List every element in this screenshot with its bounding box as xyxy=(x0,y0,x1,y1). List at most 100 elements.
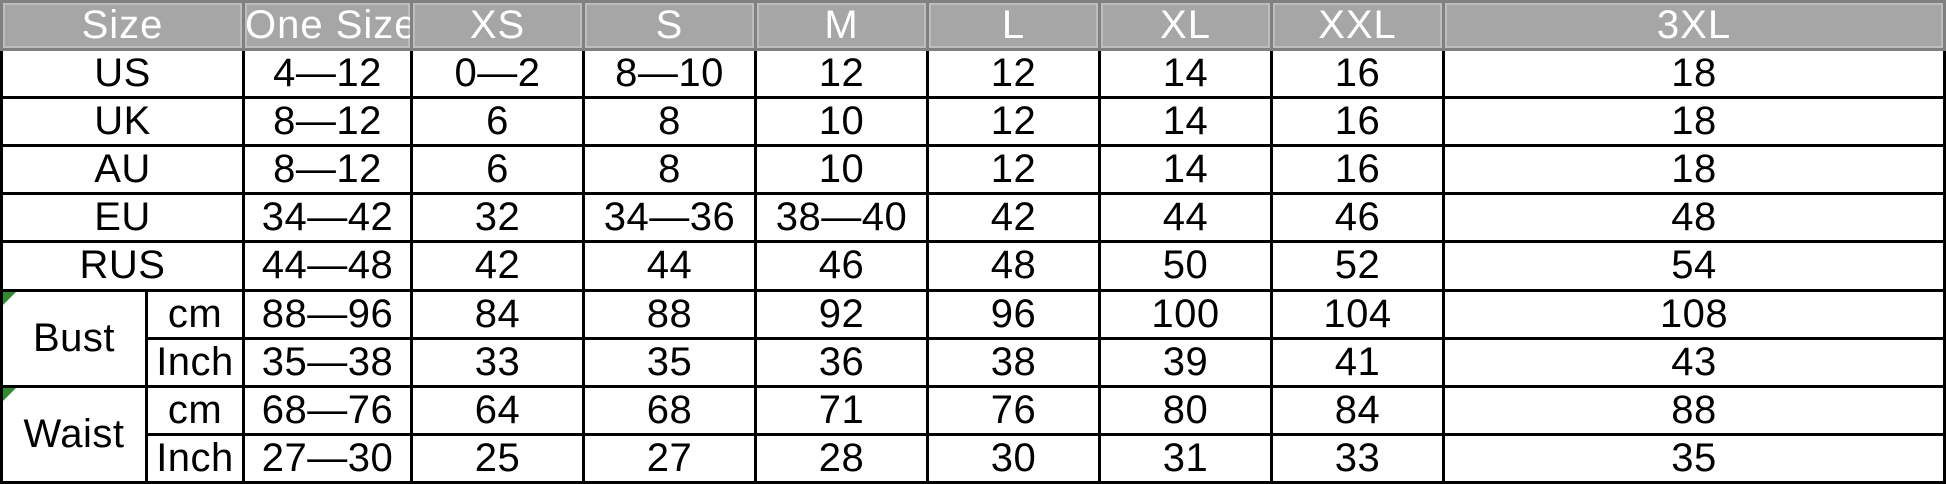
column-header-l: L xyxy=(926,0,1101,51)
cell-bust-inch-m: 36 xyxy=(754,336,929,388)
unit-label-bust-inch: Inch xyxy=(145,336,245,388)
cell-waist-cm-l: 76 xyxy=(926,384,1101,436)
cell-bust-inch-xs: 33 xyxy=(410,336,585,388)
table-row: Inch 35—38 33 35 36 38 39 41 43 xyxy=(2,336,1946,388)
cell-uk-xxl: 16 xyxy=(1270,96,1445,148)
cell-bust-cm-xl: 100 xyxy=(1098,288,1273,340)
table-row: RUS 44—48 42 44 46 48 50 52 54 xyxy=(0,240,1946,292)
cell-waist-inch-one-size: 27—30 xyxy=(242,432,413,484)
table-body: US 4—12 0—2 8—10 12 12 14 16 18 UK 8—12 … xyxy=(0,47,1946,484)
cell-au-one-size: 8—12 xyxy=(242,144,413,196)
column-header-xs: XS xyxy=(410,0,585,51)
cell-rus-xl: 50 xyxy=(1098,240,1273,292)
row-label-eu: EU xyxy=(0,192,245,244)
column-header-m: M xyxy=(754,0,929,51)
table-row: Waist cm 68—76 64 68 71 76 80 84 88 xyxy=(0,384,1946,484)
header-row: Size One Size XS S M L XL XXL 3XL xyxy=(0,0,1946,51)
column-header-xl: XL xyxy=(1098,0,1273,51)
cell-bust-cm-xxl: 104 xyxy=(1270,288,1445,340)
cell-rus-3xl: 54 xyxy=(1442,240,1946,292)
unit-label-waist-inch: Inch xyxy=(145,432,245,484)
table-row: US 4—12 0—2 8—10 12 12 14 16 18 xyxy=(0,47,1946,100)
cell-us-l: 12 xyxy=(926,47,1101,100)
cell-bust-cm-s: 88 xyxy=(582,288,757,340)
cell-au-xl: 14 xyxy=(1098,144,1273,196)
cell-rus-xs: 42 xyxy=(410,240,585,292)
cell-bust-inch-one-size: 35—38 xyxy=(242,336,413,388)
cell-us-xl: 14 xyxy=(1098,47,1273,100)
table-row: AU 8—12 6 8 10 12 14 16 18 xyxy=(0,144,1946,196)
cell-waist-inch-s: 27 xyxy=(582,432,757,484)
column-header-s: S xyxy=(582,0,757,51)
cell-waist-cm-one-size: 68—76 xyxy=(242,384,413,436)
cell-us-xs: 0—2 xyxy=(410,47,585,100)
row-label-bust-text: Bust xyxy=(32,315,116,360)
column-header-size: Size xyxy=(0,0,245,51)
table-row: UK 8—12 6 8 10 12 14 16 18 xyxy=(0,96,1946,148)
comment-flag-icon xyxy=(4,293,16,305)
cell-au-3xl: 18 xyxy=(1442,144,1946,196)
cell-uk-m: 10 xyxy=(754,96,929,148)
unit-label-bust-cm: cm xyxy=(145,288,245,340)
table-row: EU 34—42 32 34—36 38—40 42 44 46 48 xyxy=(0,192,1946,244)
row-label-rus: RUS xyxy=(0,240,245,292)
comment-flag-icon xyxy=(4,389,16,401)
cell-bust-inch-l: 38 xyxy=(926,336,1101,388)
cell-waist-cm-m: 71 xyxy=(754,384,929,436)
cell-waist-inch-xxl: 33 xyxy=(1270,432,1445,484)
table-row: Inch 27—30 25 27 28 30 31 33 35 xyxy=(2,432,1946,484)
cell-waist-cm-xxl: 84 xyxy=(1270,384,1445,436)
row-label-waist-text: Waist xyxy=(23,411,125,456)
cell-waist-cm-s: 68 xyxy=(582,384,757,436)
cell-rus-l: 48 xyxy=(926,240,1101,292)
cell-waist-inch-m: 28 xyxy=(754,432,929,484)
cell-uk-xl: 14 xyxy=(1098,96,1273,148)
cell-waist-inch-l: 30 xyxy=(926,432,1101,484)
cell-us-s: 8—10 xyxy=(582,47,757,100)
cell-uk-3xl: 18 xyxy=(1442,96,1946,148)
cell-bust-inch-xxl: 41 xyxy=(1270,336,1445,388)
table-row: Bust cm 88—96 84 88 92 96 100 104 108 xyxy=(0,288,1946,388)
column-header-xxl: XXL xyxy=(1270,0,1445,51)
cell-eu-xl: 44 xyxy=(1098,192,1273,244)
cell-bust-cm-l: 96 xyxy=(926,288,1101,340)
cell-us-3xl: 18 xyxy=(1442,47,1946,100)
column-header-one-size: One Size xyxy=(242,0,413,51)
cell-bust-inch-xl: 39 xyxy=(1098,336,1273,388)
cell-rus-m: 46 xyxy=(754,240,929,292)
cell-eu-l: 42 xyxy=(926,192,1101,244)
cell-waist-cm-xl: 80 xyxy=(1098,384,1273,436)
cell-waist-inch-xl: 31 xyxy=(1098,432,1273,484)
cell-waist-inch-3xl: 35 xyxy=(1442,432,1946,484)
cell-uk-xs: 6 xyxy=(410,96,585,148)
cell-bust-cm-3xl: 108 xyxy=(1442,288,1946,340)
cell-bust-cm-xs: 84 xyxy=(410,288,585,340)
cell-us-m: 12 xyxy=(754,47,929,100)
cell-eu-xs: 32 xyxy=(410,192,585,244)
cell-bust-cm-m: 92 xyxy=(754,288,929,340)
cell-rus-one-size: 44—48 xyxy=(242,240,413,292)
row-label-au: AU xyxy=(0,144,245,196)
row-label-bust: Bust xyxy=(0,288,148,388)
cell-bust-inch-3xl: 43 xyxy=(1442,336,1946,388)
cell-eu-one-size: 34—42 xyxy=(242,192,413,244)
unit-label-waist-cm: cm xyxy=(145,384,245,436)
cell-eu-s: 34—36 xyxy=(582,192,757,244)
cell-us-one-size: 4—12 xyxy=(242,47,413,100)
cell-au-xxl: 16 xyxy=(1270,144,1445,196)
cell-uk-s: 8 xyxy=(582,96,757,148)
row-label-uk: UK xyxy=(0,96,245,148)
cell-waist-cm-3xl: 88 xyxy=(1442,384,1946,436)
column-header-3xl: 3XL xyxy=(1442,0,1946,51)
cell-au-s: 8 xyxy=(582,144,757,196)
cell-waist-cm-xs: 64 xyxy=(410,384,585,436)
cell-us-xxl: 16 xyxy=(1270,47,1445,100)
row-label-us: US xyxy=(0,47,245,100)
cell-eu-3xl: 48 xyxy=(1442,192,1946,244)
cell-eu-xxl: 46 xyxy=(1270,192,1445,244)
cell-waist-inch-xs: 25 xyxy=(410,432,585,484)
cell-rus-s: 44 xyxy=(582,240,757,292)
cell-au-m: 10 xyxy=(754,144,929,196)
